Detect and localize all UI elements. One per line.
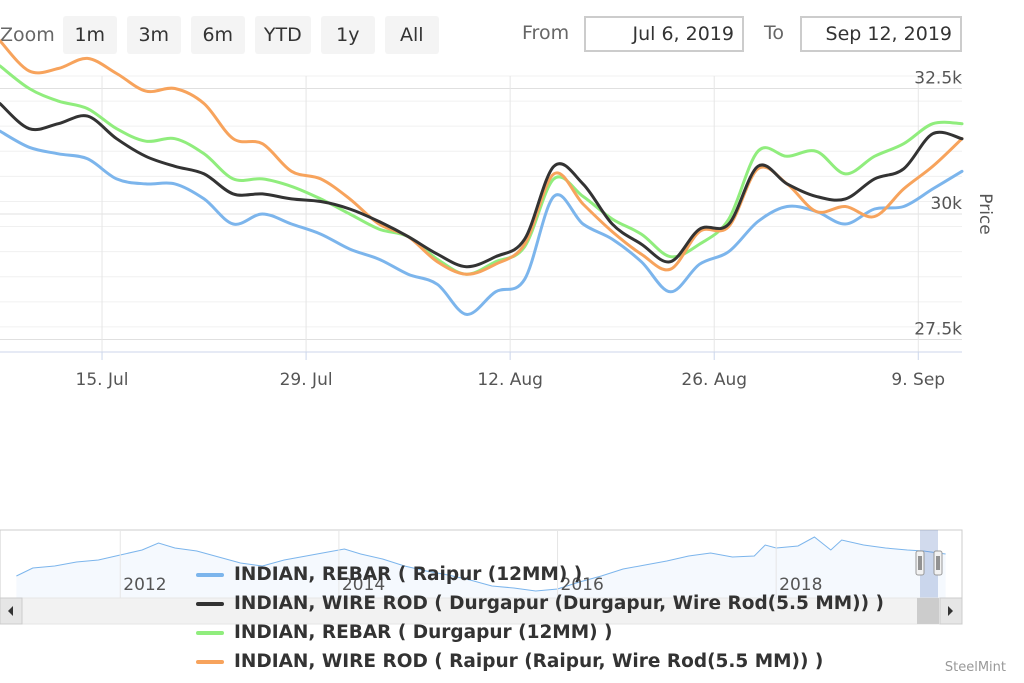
credit[interactable]: SteelMint — [944, 660, 1006, 675]
series-line — [0, 102, 964, 269]
navigator-window — [920, 530, 938, 598]
navigator-area — [16, 537, 946, 598]
legend-label: INDIAN, WIRE ROD ( Raipur (Raipur, Wire … — [234, 651, 824, 672]
series-lines — [0, 39, 964, 316]
y-axis-title: Price — [975, 193, 995, 234]
y-tick-label: 32.5k — [914, 69, 962, 89]
legend-item-raipur-wire-rod[interactable]: INDIAN, WIRE ROD ( Raipur (Raipur, Wire … — [196, 647, 884, 676]
series-line — [0, 64, 964, 276]
zoom-button-1y[interactable]: 1y — [320, 16, 375, 54]
legend-item-durgapur-rebar[interactable]: INDIAN, REBAR ( Durgapur (12MM) ) — [196, 618, 884, 647]
series-line — [0, 129, 964, 316]
legend-label: INDIAN, REBAR ( Durgapur (12MM) ) — [234, 622, 613, 643]
navigator-handle — [915, 550, 925, 576]
zoom-button-all[interactable]: All — [384, 16, 439, 54]
y-tick-label: 27.5k — [914, 319, 962, 339]
to-date-input[interactable]: Sep 12, 2019 — [800, 16, 962, 52]
legend-swatch — [196, 630, 224, 635]
zoom-button-ytd[interactable]: YTD — [254, 16, 311, 54]
x-tick-label: 9. Sep — [891, 370, 945, 390]
x-tick-label: 29. Jul — [280, 370, 333, 390]
scroll-right-arrow-icon — [948, 606, 953, 616]
scrollbar-track — [0, 597, 963, 625]
navigator-frame — [0, 529, 963, 599]
x-axis: 15. Jul 29. Jul 12. Aug 26. Aug 9. Sep — [76, 352, 945, 390]
from-label: From — [522, 22, 570, 44]
legend: INDIAN, REBAR ( Raipur (12MM) ) INDIAN, … — [196, 560, 884, 676]
zoom-bar: Zoom 1m 3m 6m YTD 1y All — [0, 16, 449, 54]
navigator-year-label: 2018 — [779, 575, 822, 595]
zoom-button-3m[interactable]: 3m — [126, 16, 181, 54]
legend-item-raipur-rebar[interactable]: INDIAN, REBAR ( Raipur (12MM) ) — [196, 560, 884, 589]
zoom-button-6m[interactable]: 6m — [190, 16, 245, 54]
navigator-line — [16, 536, 946, 592]
legend-swatch — [196, 601, 224, 606]
legend-swatch — [196, 659, 224, 664]
navigator-year-label: 2012 — [123, 575, 166, 595]
legend-label: INDIAN, REBAR ( Raipur (12MM) ) — [234, 564, 583, 585]
navigator-year-label: 2014 — [342, 575, 385, 595]
y-axis: 27.5k 30k 32.5k — [914, 69, 962, 340]
legend-swatch — [196, 572, 224, 577]
to-label: To — [764, 22, 785, 44]
zoom-button-1m[interactable]: 1m — [62, 16, 117, 54]
x-tick-label: 15. Jul — [76, 370, 129, 390]
x-tick-label: 12. Aug — [477, 370, 543, 390]
series-line — [0, 39, 964, 276]
navigator-year-label: 2016 — [561, 575, 604, 595]
scrollbar-thumb — [917, 598, 939, 624]
legend-label: INDIAN, WIRE ROD ( Durgapur (Durgapur, W… — [234, 593, 884, 614]
from-date-input[interactable]: Jul 6, 2019 — [584, 16, 744, 52]
navigator: 2012 2014 2016 2018 — [0, 529, 963, 625]
legend-item-durgapur-wire-rod[interactable]: INDIAN, WIRE ROD ( Durgapur (Durgapur, W… — [196, 589, 884, 618]
zoom-label: Zoom — [0, 24, 55, 46]
y-tick-label: 30k — [931, 194, 963, 214]
grid-lines — [0, 75, 962, 353]
scroll-left-arrow-icon — [8, 606, 13, 616]
navigator-handle — [933, 550, 943, 576]
x-tick-label: 26. Aug — [681, 370, 747, 390]
